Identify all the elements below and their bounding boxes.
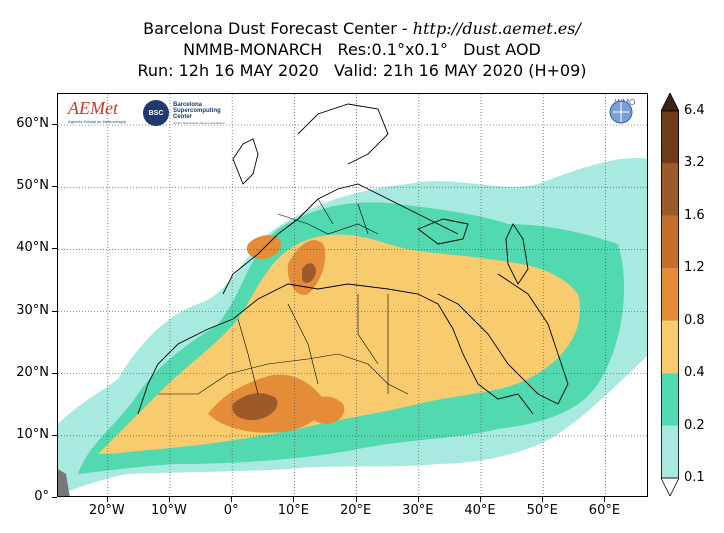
aemet-logo-subtitle: Agencia Estatal de Meteorología [68, 119, 126, 124]
aod-region-orange-4 [246, 235, 281, 259]
figure-title: Barcelona Dust Forecast Center - http://… [0, 18, 724, 81]
lat-tick-mark [52, 248, 57, 250]
colorbar-segment [661, 320, 679, 374]
aemet-logo-text: AEMet [68, 98, 118, 118]
lat-tick-label: 40°N [16, 240, 49, 256]
lon-tick-label: 40°E [464, 503, 496, 518]
lon-tick-mark [480, 497, 482, 502]
graticule [58, 94, 647, 496]
lon-tick-label: 30°E [402, 503, 434, 518]
aemet-logo: AEMet Agencia Estatal de Meteorología [68, 98, 138, 128]
colorbar-frame [661, 110, 679, 479]
lat-tick-mark [52, 497, 57, 498]
lat-tick-mark [52, 434, 57, 436]
aod-region-brown-2 [302, 263, 316, 283]
lon-tick-mark [604, 497, 606, 502]
lon-tick-label: 60°E [588, 503, 621, 518]
colorbar-segment [661, 268, 679, 321]
aod-region-yellow [98, 234, 580, 454]
lon-tick-label: 10°W [151, 503, 187, 518]
out-of-domain-corner [58, 469, 70, 496]
title-center-name: Barcelona Dust Forecast Center - [143, 19, 413, 38]
lon-tick-mark [168, 497, 170, 502]
wmo-emblem-icon [609, 100, 633, 124]
coast-europe [222, 183, 459, 295]
colorbar-level-label: 0.8 [684, 312, 705, 328]
title-url[interactable]: http://dust.aemet.es/ [412, 19, 581, 38]
coastlines [137, 103, 569, 415]
aod-field [58, 158, 647, 494]
coast-arabia [437, 273, 569, 405]
lat-tick-mark [52, 372, 57, 374]
lon-tick-mark [355, 497, 357, 502]
map-canvas [58, 94, 647, 496]
lat-tick-mark [52, 310, 57, 312]
lat-tick-mark [52, 186, 57, 188]
border-sahel-1 [158, 353, 409, 395]
coast-black-sea [417, 218, 469, 245]
colorbar-level-label: 3.2 [684, 155, 705, 171]
colorbar-level-label: 0.2 [684, 417, 705, 433]
aod-colorbar [661, 93, 679, 496]
lon-tick-mark [542, 497, 544, 502]
border-sahel-2 [237, 294, 389, 395]
bsc-logo-text: BSC [148, 109, 164, 117]
lon-tick-label: 20°E [339, 503, 372, 518]
lon-tick-label: 50°E [526, 503, 558, 518]
bsc-logo-subtitle: Centro Nacional de Supercomputación [173, 121, 225, 125]
colorbar-level-label: 0.4 [684, 365, 705, 381]
lat-tick-label: 30°N [16, 302, 49, 318]
lon-tick-mark [106, 497, 108, 502]
colorbar-level-label: 1.6 [684, 207, 705, 223]
lon-tick-label: 0° [223, 503, 239, 518]
coast-caspian [505, 223, 529, 285]
colorbar-level-label: 0.1 [684, 470, 705, 485]
aod-region-brown [232, 393, 278, 420]
lon-tick-label: 10°E [277, 503, 310, 518]
colorbar-segment [661, 111, 679, 164]
bsc-logo: BSC Barcelona Supercomputing Center Cent… [143, 100, 263, 128]
coast-british-isles [232, 138, 259, 185]
bsc-logo-badge: BSC [143, 100, 169, 126]
aod-region-orange-2 [307, 396, 345, 424]
lat-tick-label: 50°N [16, 178, 49, 194]
lat-tick-label: 60°N [16, 116, 49, 132]
colorbar-segment [661, 215, 679, 269]
bsc-logo-name: Barcelona Supercomputing Center [173, 102, 221, 120]
lat-tick-label: 20°N [16, 364, 49, 380]
lat-tick-label: 10°N [16, 426, 49, 442]
lon-tick-mark [293, 497, 295, 502]
wmo-logo: WMO [606, 98, 644, 138]
lat-tick-label: 0° [34, 489, 49, 504]
dust-aod-map: AEMet Agencia Estatal de Meteorología BS… [57, 93, 648, 497]
lon-tick-label: 20°W [88, 503, 125, 518]
title-line-1: Barcelona Dust Forecast Center - http://… [0, 18, 724, 39]
colorbar-segment [661, 425, 679, 478]
colorbar-under-extension [661, 477, 679, 496]
coast-scandinavia [297, 103, 389, 165]
coast-africa [137, 283, 534, 415]
colorbar-level-label: 6.4 [684, 103, 705, 118]
lat-tick-mark [52, 124, 57, 126]
colorbar-segment [661, 373, 679, 426]
lon-tick-mark [417, 497, 419, 502]
colorbar-segment [661, 163, 679, 216]
title-line-3: Run: 12h 16 MAY 2020 Valid: 21h 16 MAY 2… [137, 61, 587, 80]
title-line-2: NMMB-MONARCH Res:0.1°x0.1° Dust AOD [183, 40, 541, 59]
colorbar-over-extension [661, 93, 679, 112]
colorbar-level-label: 1.2 [684, 260, 705, 276]
lon-tick-mark [231, 497, 233, 502]
border-europe [277, 198, 379, 235]
